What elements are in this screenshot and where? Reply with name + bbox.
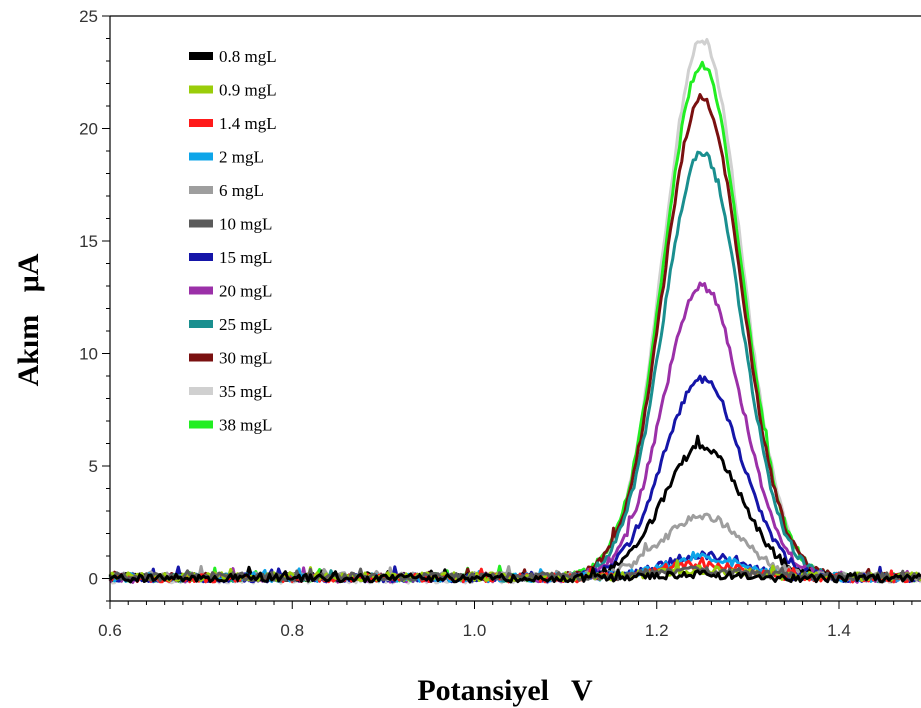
series-line-1: [109, 566, 921, 584]
x-tick-label: 0.6: [98, 621, 122, 640]
series-line-6: [108, 565, 921, 582]
y-tick-label: 5: [89, 457, 98, 476]
x-tick-label: 0.8: [280, 621, 304, 640]
legend-swatch: [189, 119, 213, 127]
legend-label: 6 mgL: [219, 181, 264, 200]
legend-swatch: [189, 320, 213, 328]
legend-label: 0.9 mgL: [219, 81, 277, 100]
legend-label: 25 mgL: [219, 315, 272, 334]
legend-label: 38 mgL: [219, 416, 272, 435]
legend-label: 20 mgL: [219, 282, 272, 301]
series-line-10: [108, 93, 921, 583]
y-tick-label: 0: [89, 570, 98, 589]
plot-lines: [108, 38, 921, 585]
y-tick-label: 20: [79, 120, 98, 139]
legend-label: 2 mgL: [219, 148, 264, 167]
axes: 0 5 10 15 20 25 0.6 0.8 1.0 1.2 1.4: [79, 7, 921, 640]
legend-label: 10 mgL: [219, 215, 272, 234]
legend-label: 1.4 mgL: [219, 114, 277, 133]
x-tick-label: 1.2: [645, 621, 669, 640]
legend-swatch: [189, 420, 213, 429]
legend-label: 0.8 mgL: [219, 47, 277, 66]
legend-swatch: [189, 253, 213, 261]
legend: 0.8 mgL 0.9 mgL 1.4 mgL 2 mgL 6 mgL 10 mgL 15 …: [189, 47, 277, 435]
x-axis-title: Potansiyel V: [417, 674, 593, 707]
legend-swatch: [189, 52, 213, 60]
y-tick-label: 25: [79, 7, 98, 26]
legend-swatch: [189, 219, 213, 228]
y-axis-title: Akım μA: [12, 253, 45, 386]
x-tick-label: 1.4: [827, 621, 851, 640]
x-tick-label: 1.0: [463, 621, 487, 640]
legend-swatch: [189, 353, 213, 362]
legend-swatch: [189, 387, 213, 395]
y-tick-label: 10: [79, 345, 98, 364]
legend-swatch: [189, 85, 213, 94]
legend-label: 15 mgL: [219, 248, 272, 267]
legend-swatch: [189, 186, 213, 194]
y-tick-label: 15: [79, 232, 98, 251]
legend-swatch: [189, 286, 213, 295]
legend-swatch: [189, 152, 213, 161]
legend-label: 30 mgL: [219, 349, 272, 368]
legend-label: 35 mgL: [219, 382, 272, 401]
